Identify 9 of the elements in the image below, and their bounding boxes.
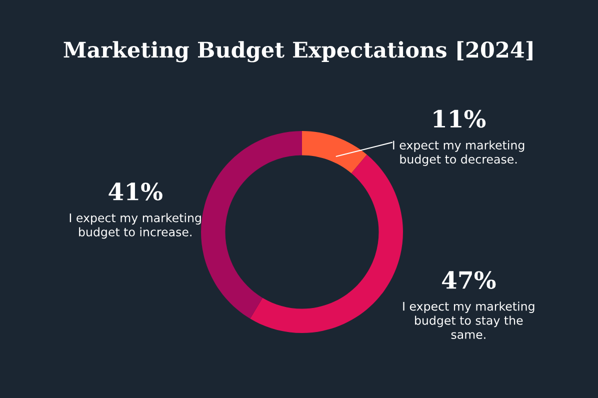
chart-title: Marketing Budget Expectations [2024] xyxy=(64,41,532,62)
donut-slice xyxy=(302,131,367,174)
slice-label: I expect my marketing budget to decrease. xyxy=(393,140,524,166)
slice-label: I expect my marketing budget to stay the same. xyxy=(403,302,534,339)
slice-label: I expect my marketing budget to increase. xyxy=(70,213,201,239)
donut-slice xyxy=(201,131,302,319)
data-label: 11% xyxy=(434,110,486,128)
data-label: 47% xyxy=(442,271,496,289)
data-label: 41% xyxy=(108,182,162,201)
